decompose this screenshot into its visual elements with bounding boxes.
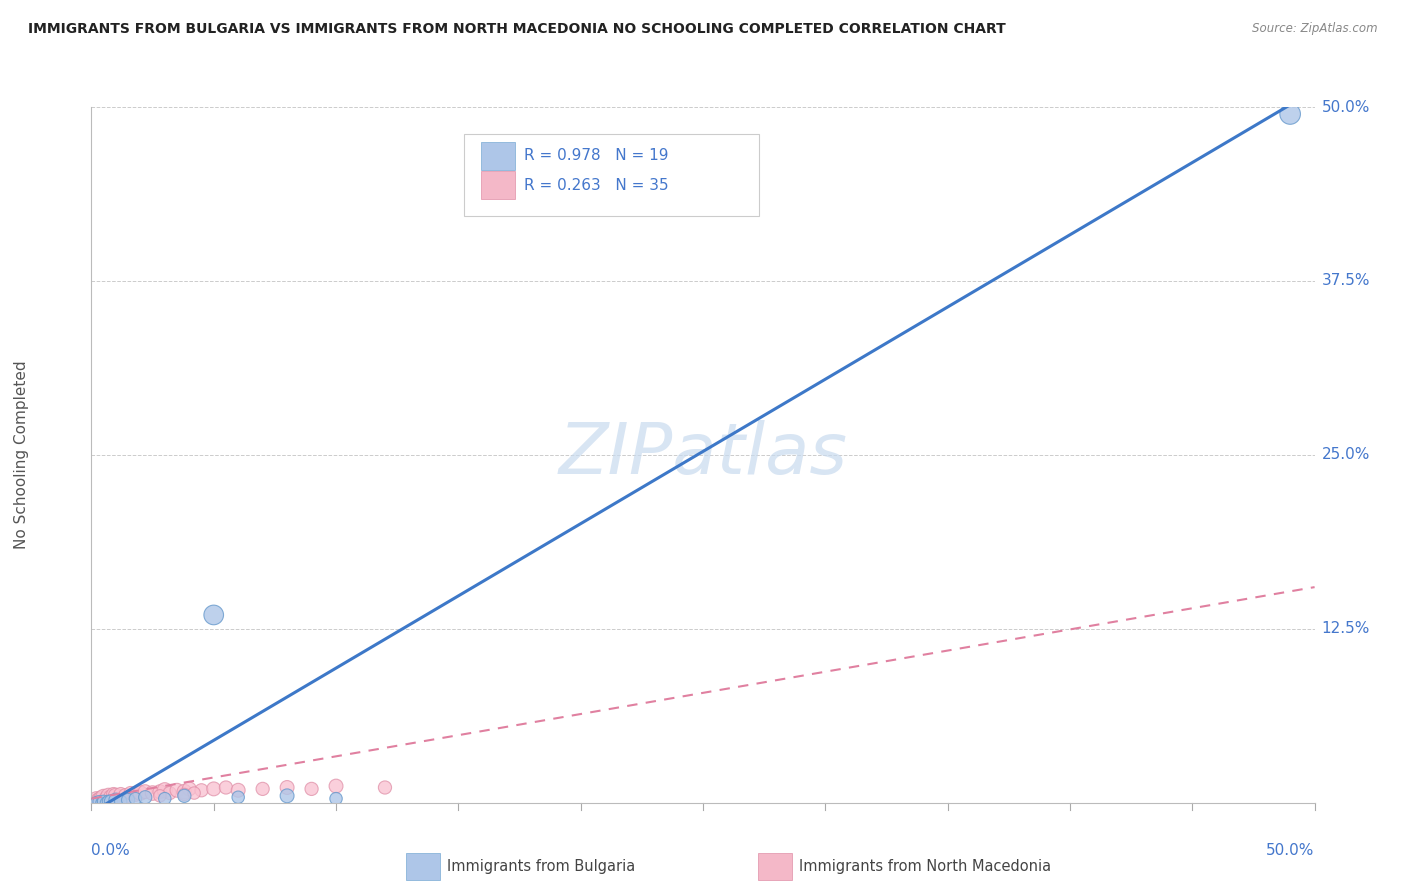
Point — [173, 788, 195, 802]
Point — [84, 796, 107, 810]
Point — [166, 783, 188, 797]
Point — [100, 790, 122, 805]
Point — [84, 791, 107, 805]
Point — [202, 781, 225, 796]
Text: Source: ZipAtlas.com: Source: ZipAtlas.com — [1253, 22, 1378, 36]
Point — [153, 791, 176, 805]
Point — [120, 786, 142, 800]
Point — [87, 794, 110, 808]
Point — [129, 786, 152, 800]
Point — [173, 785, 195, 799]
Point — [202, 607, 225, 622]
Point — [179, 781, 201, 796]
Point — [325, 791, 347, 805]
Point — [117, 793, 139, 807]
Point — [94, 791, 117, 805]
Text: No Schooling Completed: No Schooling Completed — [14, 360, 28, 549]
Point — [97, 789, 120, 803]
Point — [149, 789, 172, 803]
Point — [149, 785, 172, 799]
Point — [90, 791, 112, 805]
Point — [90, 796, 112, 810]
Point — [103, 788, 125, 802]
Point — [173, 789, 195, 803]
Text: IMMIGRANTS FROM BULGARIA VS IMMIGRANTS FROM NORTH MACEDONIA NO SCHOOLING COMPLET: IMMIGRANTS FROM BULGARIA VS IMMIGRANTS F… — [28, 22, 1005, 37]
Point — [93, 794, 115, 808]
Point — [252, 781, 274, 796]
Text: ZIPatlas: ZIPatlas — [558, 420, 848, 490]
Text: 25.0%: 25.0% — [1322, 448, 1369, 462]
Point — [83, 794, 105, 808]
Text: 12.5%: 12.5% — [1322, 622, 1369, 636]
Point — [97, 794, 120, 808]
Text: 50.0%: 50.0% — [1267, 843, 1315, 858]
Point — [100, 794, 122, 808]
Point — [124, 791, 146, 805]
Point — [114, 789, 136, 803]
Text: R = 0.263   N = 35: R = 0.263 N = 35 — [524, 178, 669, 193]
Point — [141, 786, 163, 800]
Text: 0.0%: 0.0% — [91, 843, 131, 858]
Point — [325, 779, 347, 793]
Point — [134, 785, 156, 799]
Point — [190, 783, 212, 797]
Point — [87, 793, 110, 807]
Point — [226, 783, 249, 797]
Point — [183, 786, 205, 800]
Point — [1279, 107, 1302, 121]
Point — [124, 788, 146, 802]
Point — [110, 788, 132, 802]
Text: 50.0%: 50.0% — [1322, 100, 1369, 114]
Point — [104, 789, 127, 803]
Point — [110, 794, 132, 808]
Point — [301, 781, 323, 796]
Text: 37.5%: 37.5% — [1322, 274, 1369, 288]
Point — [226, 790, 249, 805]
Point — [134, 790, 156, 805]
Point — [374, 780, 396, 795]
Point — [153, 783, 176, 797]
Point — [104, 793, 127, 807]
Point — [215, 780, 238, 795]
Text: R = 0.978   N = 19: R = 0.978 N = 19 — [524, 148, 669, 163]
Point — [93, 790, 115, 805]
Point — [276, 789, 298, 803]
Text: Immigrants from North Macedonia: Immigrants from North Macedonia — [799, 859, 1050, 873]
Point — [159, 786, 181, 800]
Text: Immigrants from Bulgaria: Immigrants from Bulgaria — [447, 859, 636, 873]
Point — [276, 780, 298, 795]
Point — [94, 796, 117, 810]
